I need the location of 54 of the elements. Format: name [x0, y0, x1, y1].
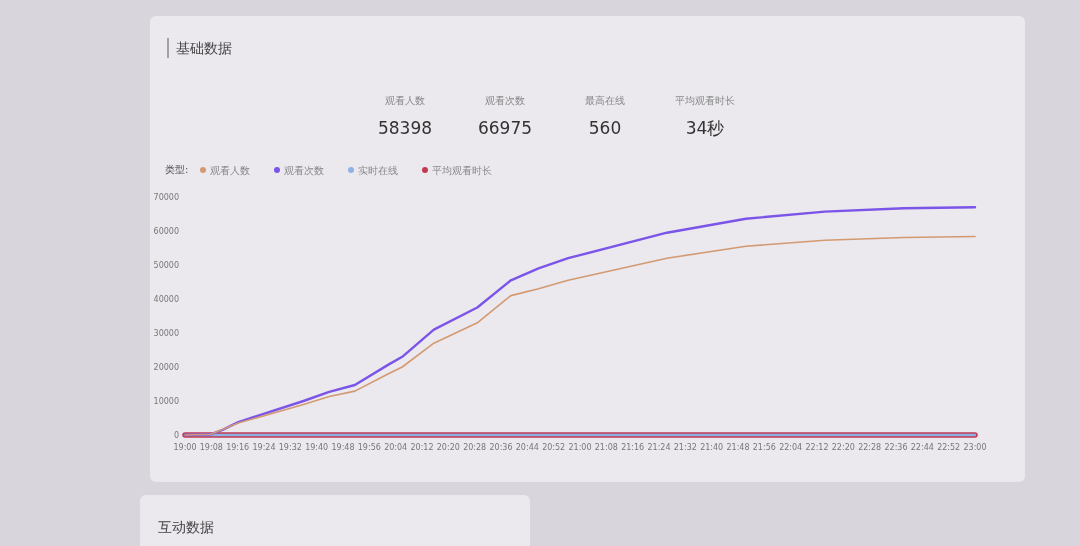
- x-tick-label: 21:32: [673, 443, 697, 452]
- x-tick-label: 22:28: [858, 443, 882, 452]
- text: 基础数据: [176, 40, 232, 56]
- x-tick-label: 21:56: [752, 443, 776, 452]
- text: 58398: [377, 118, 433, 138]
- x-tick-label: 21:00: [568, 443, 592, 452]
- y-tick-label: 70000: [153, 193, 179, 202]
- x-tick-label: 19:40: [305, 443, 329, 452]
- x-tick-label: 20:04: [384, 443, 408, 452]
- legend-title: 类型:: [165, 164, 189, 175]
- y-tick-label: 60000: [153, 227, 179, 236]
- x-tick-label: 22:52: [937, 443, 961, 452]
- x-tick-label: 20:36: [489, 443, 513, 452]
- x-tick-label: 21:24: [647, 443, 671, 452]
- text: 观看次数: [485, 95, 525, 106]
- x-tick-label: 22:36: [884, 443, 908, 452]
- y-tick-label: 40000: [153, 295, 179, 304]
- legend-label: 平均观看时长: [432, 165, 492, 176]
- x-tick-label: 22:04: [779, 443, 803, 452]
- x-tick-label: 19:32: [278, 443, 302, 452]
- x-tick-label: 19:00: [173, 443, 197, 452]
- legend-label: 实时在线: [358, 165, 398, 176]
- x-tick-label: 20:52: [542, 443, 566, 452]
- x-tick-label: 20:20: [436, 443, 460, 452]
- x-tick-label: 23:00: [963, 443, 987, 452]
- x-tick-label: 19:24: [252, 443, 276, 452]
- x-tick-label: 20:44: [515, 443, 539, 452]
- y-tick-label: 10000: [153, 397, 179, 406]
- text: 平均观看时长: [675, 95, 735, 106]
- x-tick-label: 21:48: [726, 443, 750, 452]
- y-tick-label: 30000: [153, 329, 179, 338]
- x-tick-label: 19:56: [357, 443, 381, 452]
- x-tick-label: 20:12: [410, 443, 434, 452]
- x-tick-label: 19:08: [199, 443, 223, 452]
- text: 34秒: [685, 118, 725, 138]
- text: 560: [588, 118, 622, 138]
- text: 互动数据: [158, 519, 214, 535]
- x-tick-label: 21:16: [621, 443, 645, 452]
- x-tick-label: 22:20: [831, 443, 855, 452]
- y-tick-label: 50000: [153, 261, 179, 270]
- x-tick-label: 20:28: [463, 443, 487, 452]
- x-tick-label: 21:08: [594, 443, 618, 452]
- y-tick-label: 20000: [153, 363, 179, 372]
- text: 最高在线: [585, 95, 625, 106]
- y-tick-label: 0: [173, 431, 179, 440]
- x-tick-label: 22:44: [910, 443, 934, 452]
- text: 66975: [477, 118, 533, 138]
- x-tick-label: 19:48: [331, 443, 355, 452]
- x-tick-label: 19:16: [226, 443, 250, 452]
- legend-label: 观看次数: [284, 165, 324, 176]
- legend-label: 观看人数: [210, 165, 250, 176]
- text: 观看人数: [385, 95, 425, 106]
- x-tick-label: 22:12: [805, 443, 829, 452]
- x-tick-label: 21:40: [700, 443, 724, 452]
